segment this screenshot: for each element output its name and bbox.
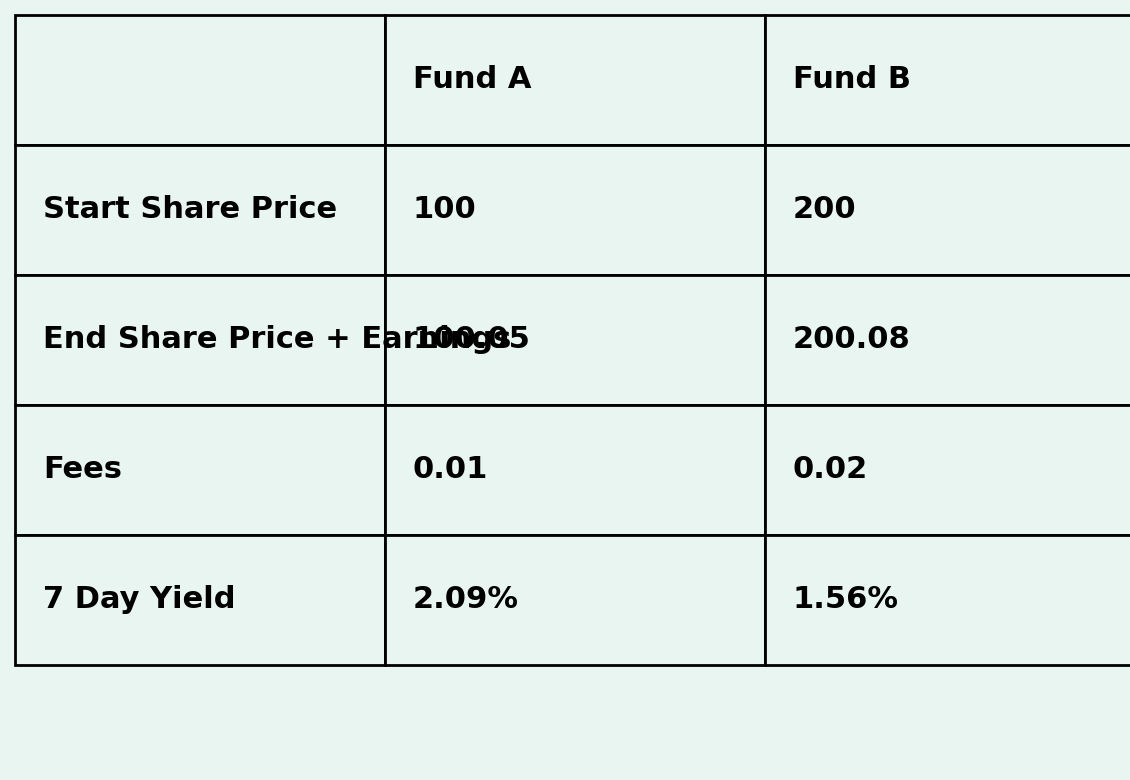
Text: Fund A: Fund A (412, 66, 531, 94)
Text: 0.02: 0.02 (793, 456, 868, 484)
Bar (385, 15, 765, 145)
Bar (765, 15, 1130, 145)
Text: 200: 200 (793, 196, 857, 225)
Text: 7 Day Yield: 7 Day Yield (43, 586, 235, 615)
Text: End Share Price + Earnings: End Share Price + Earnings (43, 325, 512, 354)
Bar (385, 275, 765, 405)
Text: 100: 100 (412, 196, 477, 225)
Bar (15, 535, 385, 665)
Bar (765, 405, 1130, 535)
Bar (15, 15, 385, 145)
Text: 0.01: 0.01 (412, 456, 488, 484)
Bar (765, 275, 1130, 405)
Text: Fund B: Fund B (793, 66, 911, 94)
Bar (15, 275, 385, 405)
Text: 200.08: 200.08 (793, 325, 911, 354)
Text: 2.09%: 2.09% (412, 586, 519, 615)
Text: Fees: Fees (43, 456, 122, 484)
Text: Start Share Price: Start Share Price (43, 196, 337, 225)
Bar (385, 535, 765, 665)
Bar (765, 145, 1130, 275)
Bar (15, 405, 385, 535)
Text: 100.05: 100.05 (412, 325, 531, 354)
Bar (15, 145, 385, 275)
Bar (385, 145, 765, 275)
Text: 1.56%: 1.56% (793, 586, 899, 615)
Bar (765, 535, 1130, 665)
Bar (385, 405, 765, 535)
